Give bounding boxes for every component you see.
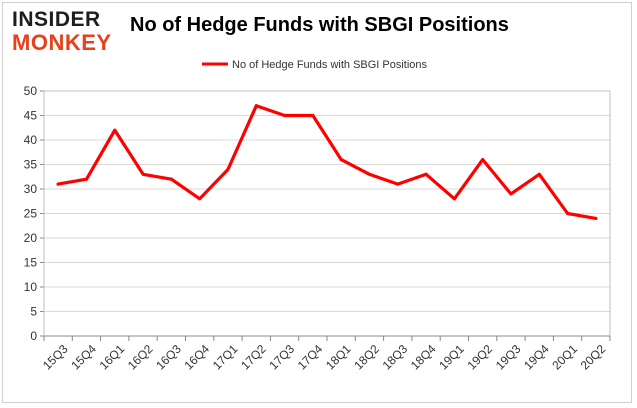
insider-monkey-logo: INSIDER MONKEY xyxy=(12,8,116,55)
x-tick-label: 18Q1 xyxy=(323,342,354,373)
x-tick-label: 15Q3 xyxy=(40,342,71,373)
series xyxy=(56,104,598,220)
y-tick-label: 25 xyxy=(24,207,38,221)
data-point xyxy=(254,104,258,108)
y-tick-label: 35 xyxy=(24,158,38,172)
gridlines xyxy=(44,90,610,337)
logo-line-insider: INSIDER xyxy=(12,8,101,31)
x-tick-label: 15Q4 xyxy=(68,342,99,373)
y-tick-label: 10 xyxy=(24,280,38,294)
x-tick-label: 17Q1 xyxy=(210,342,241,373)
y-tick-label: 15 xyxy=(24,256,38,270)
data-point xyxy=(226,167,230,171)
y-tick-label: 20 xyxy=(24,231,38,245)
x-tick-label: 17Q3 xyxy=(266,342,297,373)
series-line xyxy=(56,104,598,220)
data-point xyxy=(283,114,287,117)
data-point xyxy=(311,114,315,117)
data-point xyxy=(537,172,541,176)
chart-title: No of Hedge Funds with SBGI Positions xyxy=(130,14,509,36)
data-point xyxy=(509,192,513,196)
legend-label: No of Hedge Funds with SBGI Positions xyxy=(232,59,428,71)
x-tick-label: 16Q3 xyxy=(153,342,184,373)
data-point xyxy=(84,177,88,181)
x-tick-label: 18Q3 xyxy=(380,342,411,373)
y-tick-label: 0 xyxy=(30,329,37,343)
x-tick-label: 17Q2 xyxy=(238,342,269,373)
data-point xyxy=(56,182,60,186)
x-tick-label: 19Q4 xyxy=(521,342,552,373)
axes xyxy=(40,90,611,341)
y-tick-labels: 0 5 10 15 20 25 30 35 40 45 50 xyxy=(24,84,38,343)
data-point xyxy=(113,128,117,132)
y-tick-label: 30 xyxy=(24,182,38,196)
data-point xyxy=(566,212,570,215)
x-tick-label: 16Q4 xyxy=(181,342,212,373)
data-point xyxy=(141,172,145,176)
data-point xyxy=(367,172,371,176)
y-tick-label: 45 xyxy=(24,109,38,123)
data-point xyxy=(396,182,400,186)
x-tick-label: 16Q2 xyxy=(125,342,156,373)
y-tick-label: 40 xyxy=(24,133,38,147)
logo-line-monkey: MONKEY xyxy=(12,30,112,55)
data-point xyxy=(339,158,343,162)
data-point xyxy=(452,197,456,201)
data-point xyxy=(594,216,598,220)
x-tick-label: 18Q4 xyxy=(408,342,439,373)
data-point xyxy=(481,158,485,162)
data-point xyxy=(169,177,173,181)
x-tick-label: 18Q2 xyxy=(351,342,382,373)
data-point xyxy=(424,172,428,176)
data-point xyxy=(198,197,202,201)
x-tick-label: 19Q3 xyxy=(493,342,524,373)
x-tick-label: 16Q1 xyxy=(97,342,128,373)
x-tick-label: 19Q2 xyxy=(464,342,495,373)
x-tick-label: 17Q4 xyxy=(295,342,326,373)
x-tick-label: 19Q1 xyxy=(436,342,467,373)
y-tick-label: 50 xyxy=(24,84,38,98)
x-tick-label: 20Q2 xyxy=(578,342,609,373)
x-tick-labels: 15Q315Q416Q116Q216Q316Q417Q117Q217Q317Q4… xyxy=(40,342,609,373)
y-tick-label: 5 xyxy=(30,305,37,319)
legend: No of Hedge Funds with SBGI Positions xyxy=(202,59,428,71)
x-tick-label: 20Q1 xyxy=(549,342,580,373)
